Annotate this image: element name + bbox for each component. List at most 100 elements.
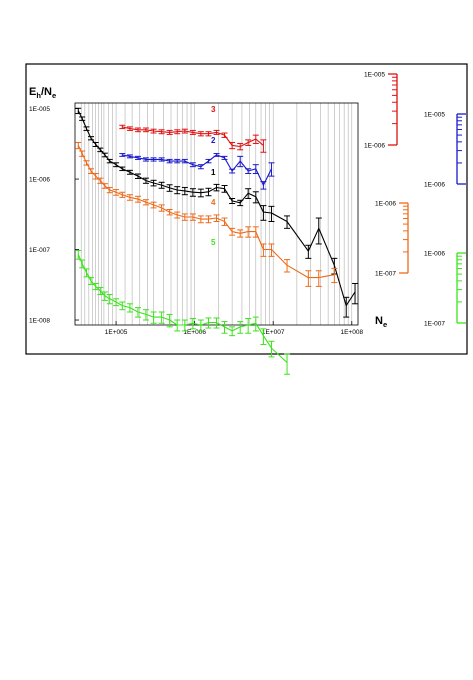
data-point [113, 298, 120, 307]
data-point [119, 191, 126, 198]
data-point [150, 179, 157, 187]
data-point [213, 129, 220, 135]
curve-label-4: 4 [211, 198, 216, 207]
right-axis-label: 1E-005 [424, 112, 445, 119]
data-point [150, 311, 157, 324]
data-point [158, 181, 165, 189]
data-point [260, 205, 267, 221]
data-point [142, 309, 149, 321]
data-point [88, 136, 95, 141]
data-point [189, 129, 196, 135]
data-point [260, 328, 267, 345]
data-point [174, 319, 181, 332]
data-point [189, 318, 196, 330]
data-point [305, 270, 312, 287]
right-axis-label: 1E-006 [364, 143, 385, 150]
data-point [174, 158, 181, 164]
data-point [134, 173, 141, 179]
right-axis-label: 1E-006 [375, 201, 396, 208]
data-point [268, 340, 275, 358]
data-point [252, 316, 259, 332]
data-point [229, 142, 236, 150]
y-tick-label: 1E-008 [29, 318, 50, 325]
data-point [213, 214, 220, 222]
data-point [197, 164, 204, 170]
data-point [213, 317, 220, 329]
data-point [92, 172, 99, 180]
data-point [134, 127, 141, 133]
data-point [83, 126, 90, 131]
data-point [142, 157, 149, 162]
data-point [205, 215, 212, 224]
data-point [134, 155, 141, 160]
data-point [221, 155, 228, 160]
data-point [221, 321, 228, 334]
data-point [181, 128, 188, 134]
right-axis-label: 1E-005 [364, 72, 385, 79]
data-point [181, 186, 188, 196]
y-axis-title: Eh/Ne [29, 86, 56, 100]
data-point [166, 208, 173, 216]
data-point [352, 282, 359, 305]
axis-ticks: 1E-005 1E-006 1E-007 1E-008 1E+005 1E+006 1E+0… [29, 106, 363, 336]
plot-area-border [74, 102, 359, 326]
data-point [101, 152, 108, 158]
data-point [88, 277, 95, 285]
data-point [97, 286, 104, 296]
data-point [134, 307, 141, 318]
data-point [181, 158, 188, 164]
data-point [126, 194, 133, 201]
data-point [119, 124, 126, 130]
data-point [260, 139, 267, 153]
data-point [229, 168, 236, 174]
data-point [113, 162, 120, 168]
data-point [213, 183, 220, 192]
data-point [252, 226, 259, 238]
data-point [150, 128, 157, 134]
data-point [343, 296, 350, 318]
data-point [205, 131, 212, 137]
series-5 [75, 249, 291, 375]
data-point [126, 126, 133, 131]
data-point [229, 197, 236, 205]
data-point [119, 153, 126, 157]
x-tick-label: 1E+005 [105, 329, 128, 336]
data-point [305, 244, 312, 259]
data-point [205, 317, 212, 329]
data-point [245, 226, 252, 238]
right-axis-label: 1E-006 [424, 251, 445, 258]
curve-label-1: 1 [211, 168, 216, 177]
data-point [158, 204, 165, 212]
data-point [113, 189, 120, 196]
data-point [181, 213, 188, 221]
right-axis-label: 1E-007 [375, 271, 396, 278]
data-point [205, 187, 212, 197]
data-point [79, 116, 86, 121]
data-point [166, 129, 173, 135]
data-point [237, 142, 244, 151]
data-point [237, 199, 244, 207]
series-1-line [77, 110, 356, 307]
right-axis-red: 1E-005 1E-006 [364, 72, 398, 150]
data-point [126, 154, 133, 159]
series-4 [75, 142, 338, 287]
data-point [158, 129, 165, 135]
data-point [245, 318, 252, 334]
data-point [260, 243, 267, 257]
data-point [268, 162, 275, 177]
data-point [75, 142, 82, 150]
data-point [106, 294, 113, 305]
data-point [189, 213, 196, 221]
data-point [79, 150, 86, 157]
data-point [315, 270, 322, 287]
series-3 [119, 124, 267, 153]
data-point [181, 319, 188, 332]
data-point [150, 201, 157, 209]
right-axis-green: 1E-006 1E-007 [424, 251, 466, 328]
data-point [92, 142, 99, 147]
data-point [142, 127, 149, 133]
curve-label-3: 3 [211, 105, 216, 114]
data-point [166, 313, 173, 328]
data-point [213, 153, 220, 157]
